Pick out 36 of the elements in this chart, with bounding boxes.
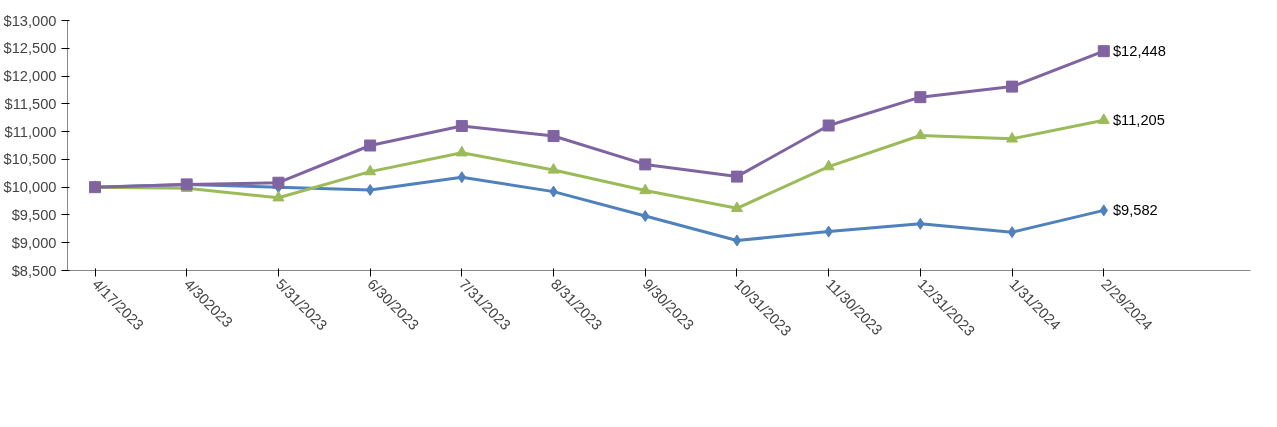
point (914, 91, 927, 104)
data-label: $11,205 (1112, 112, 1165, 129)
point (822, 159, 835, 171)
y-tick-label: $10,000 (3, 179, 57, 196)
point (1097, 45, 1110, 58)
point (1006, 131, 1019, 143)
y-tick-label: $9,500 (11, 206, 57, 223)
point (914, 128, 927, 140)
point (732, 234, 742, 247)
point (365, 183, 375, 196)
point (455, 145, 468, 157)
y-tick-label: $12,000 (3, 68, 57, 85)
point (639, 158, 652, 171)
point (547, 130, 560, 143)
point (272, 176, 285, 189)
data-label: $9,582 (1112, 202, 1158, 219)
y-tick-label: $11,000 (4, 123, 57, 140)
point (455, 120, 468, 133)
point (364, 164, 377, 176)
y-tick-label: $11,500 (4, 95, 57, 112)
point (730, 201, 743, 212)
y-tick-label: $12,500 (3, 40, 57, 57)
point (1007, 226, 1017, 239)
point (1006, 80, 1019, 93)
point (730, 170, 743, 183)
point (364, 139, 377, 152)
data-label: $12,448 (1112, 43, 1166, 60)
y-tick-label: $10,500 (3, 151, 57, 168)
point (1097, 113, 1110, 124)
y-tick-label: $13,000 (3, 12, 57, 29)
point (822, 119, 835, 132)
point (272, 190, 285, 202)
y-tick-label: $8,500 (11, 262, 57, 279)
point (639, 183, 652, 195)
point (547, 163, 560, 174)
y-tick-label: $9,000 (11, 234, 57, 251)
